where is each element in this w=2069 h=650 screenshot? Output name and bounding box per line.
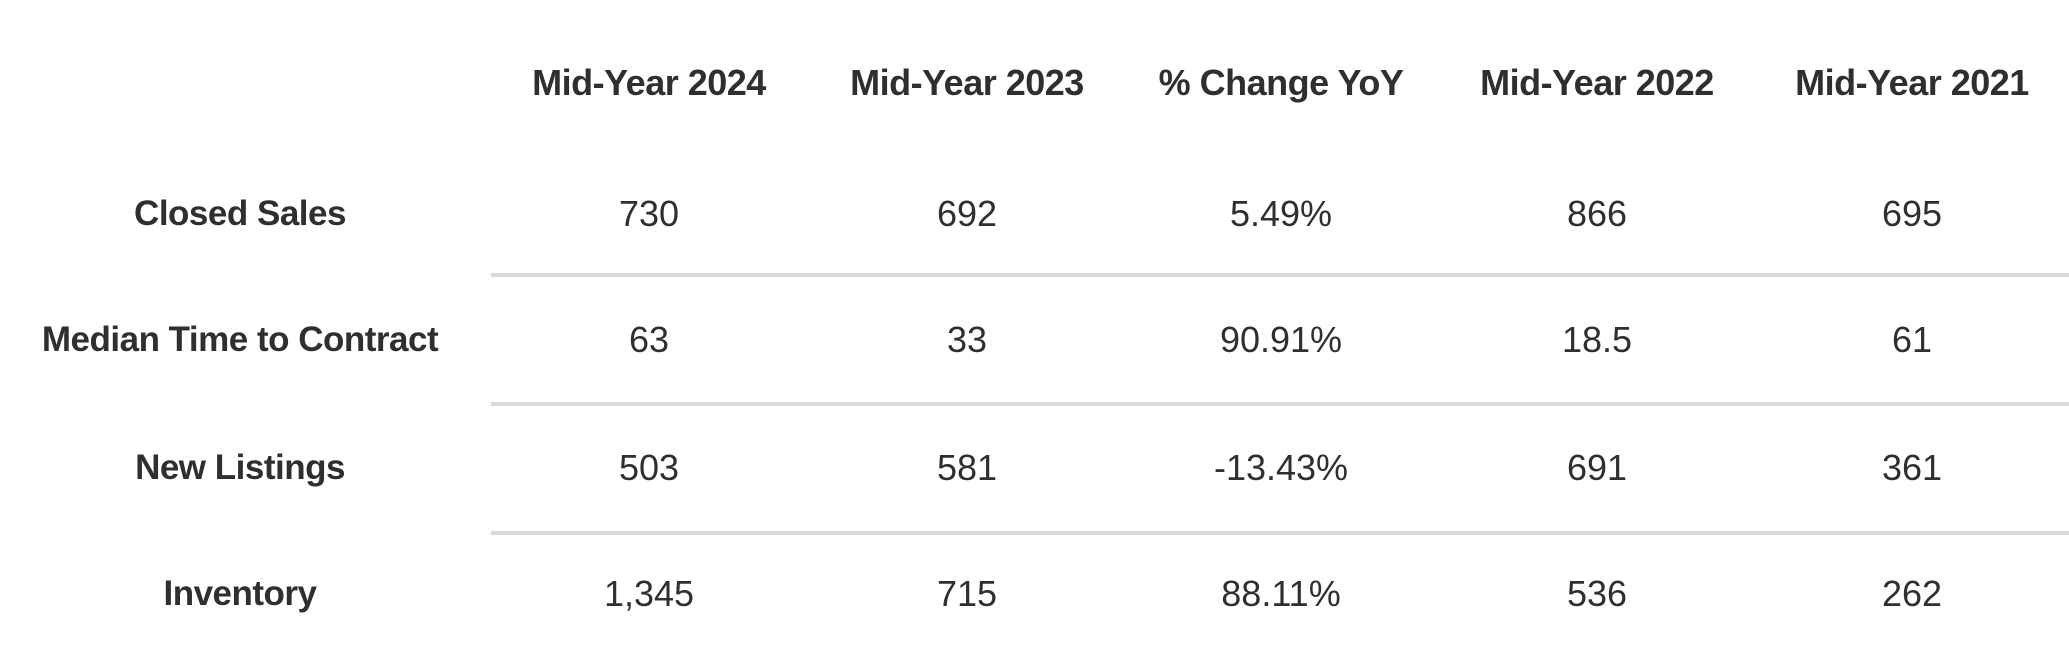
column-header: Mid-Year 2022 bbox=[1480, 62, 1714, 103]
row-divider bbox=[491, 273, 2069, 277]
table-cell: 730 bbox=[618, 193, 680, 234]
table-cell: 581 bbox=[936, 447, 998, 488]
column-header: Mid-Year 2024 bbox=[532, 62, 766, 103]
row-label: Median Time to Contract bbox=[41, 320, 439, 359]
table-cell: 63 bbox=[628, 319, 670, 360]
column-header: Mid-Year 2021 bbox=[1795, 62, 2029, 103]
table-cell: 866 bbox=[1566, 193, 1628, 234]
table-cell: 692 bbox=[936, 193, 998, 234]
table-cell: 88.11% bbox=[1221, 573, 1341, 614]
table-cell: 536 bbox=[1566, 573, 1628, 614]
row-label: Inventory bbox=[163, 574, 317, 613]
table-cell: 691 bbox=[1566, 447, 1628, 488]
column-header: % Change YoY bbox=[1158, 62, 1404, 103]
table-cell: 695 bbox=[1881, 193, 1943, 234]
table-cell: 5.49% bbox=[1229, 193, 1333, 234]
table-cell: 262 bbox=[1881, 573, 1943, 614]
table-cell: -13.43% bbox=[1213, 447, 1349, 488]
row-divider bbox=[491, 402, 2069, 406]
table-cell: 715 bbox=[936, 573, 998, 614]
table-cell: 90.91% bbox=[1219, 319, 1343, 360]
table-cell: 1,345 bbox=[603, 573, 695, 614]
table-cell: 61 bbox=[1891, 319, 1933, 360]
row-label: New Listings bbox=[135, 448, 345, 487]
row-label: Closed Sales bbox=[134, 194, 346, 233]
table-cell: 33 bbox=[946, 319, 988, 360]
row-divider bbox=[491, 531, 2069, 535]
table-cell: 503 bbox=[618, 447, 680, 488]
table-cell: 361 bbox=[1881, 447, 1943, 488]
table-cell: 18.5 bbox=[1561, 319, 1633, 360]
column-header: Mid-Year 2023 bbox=[850, 62, 1084, 103]
